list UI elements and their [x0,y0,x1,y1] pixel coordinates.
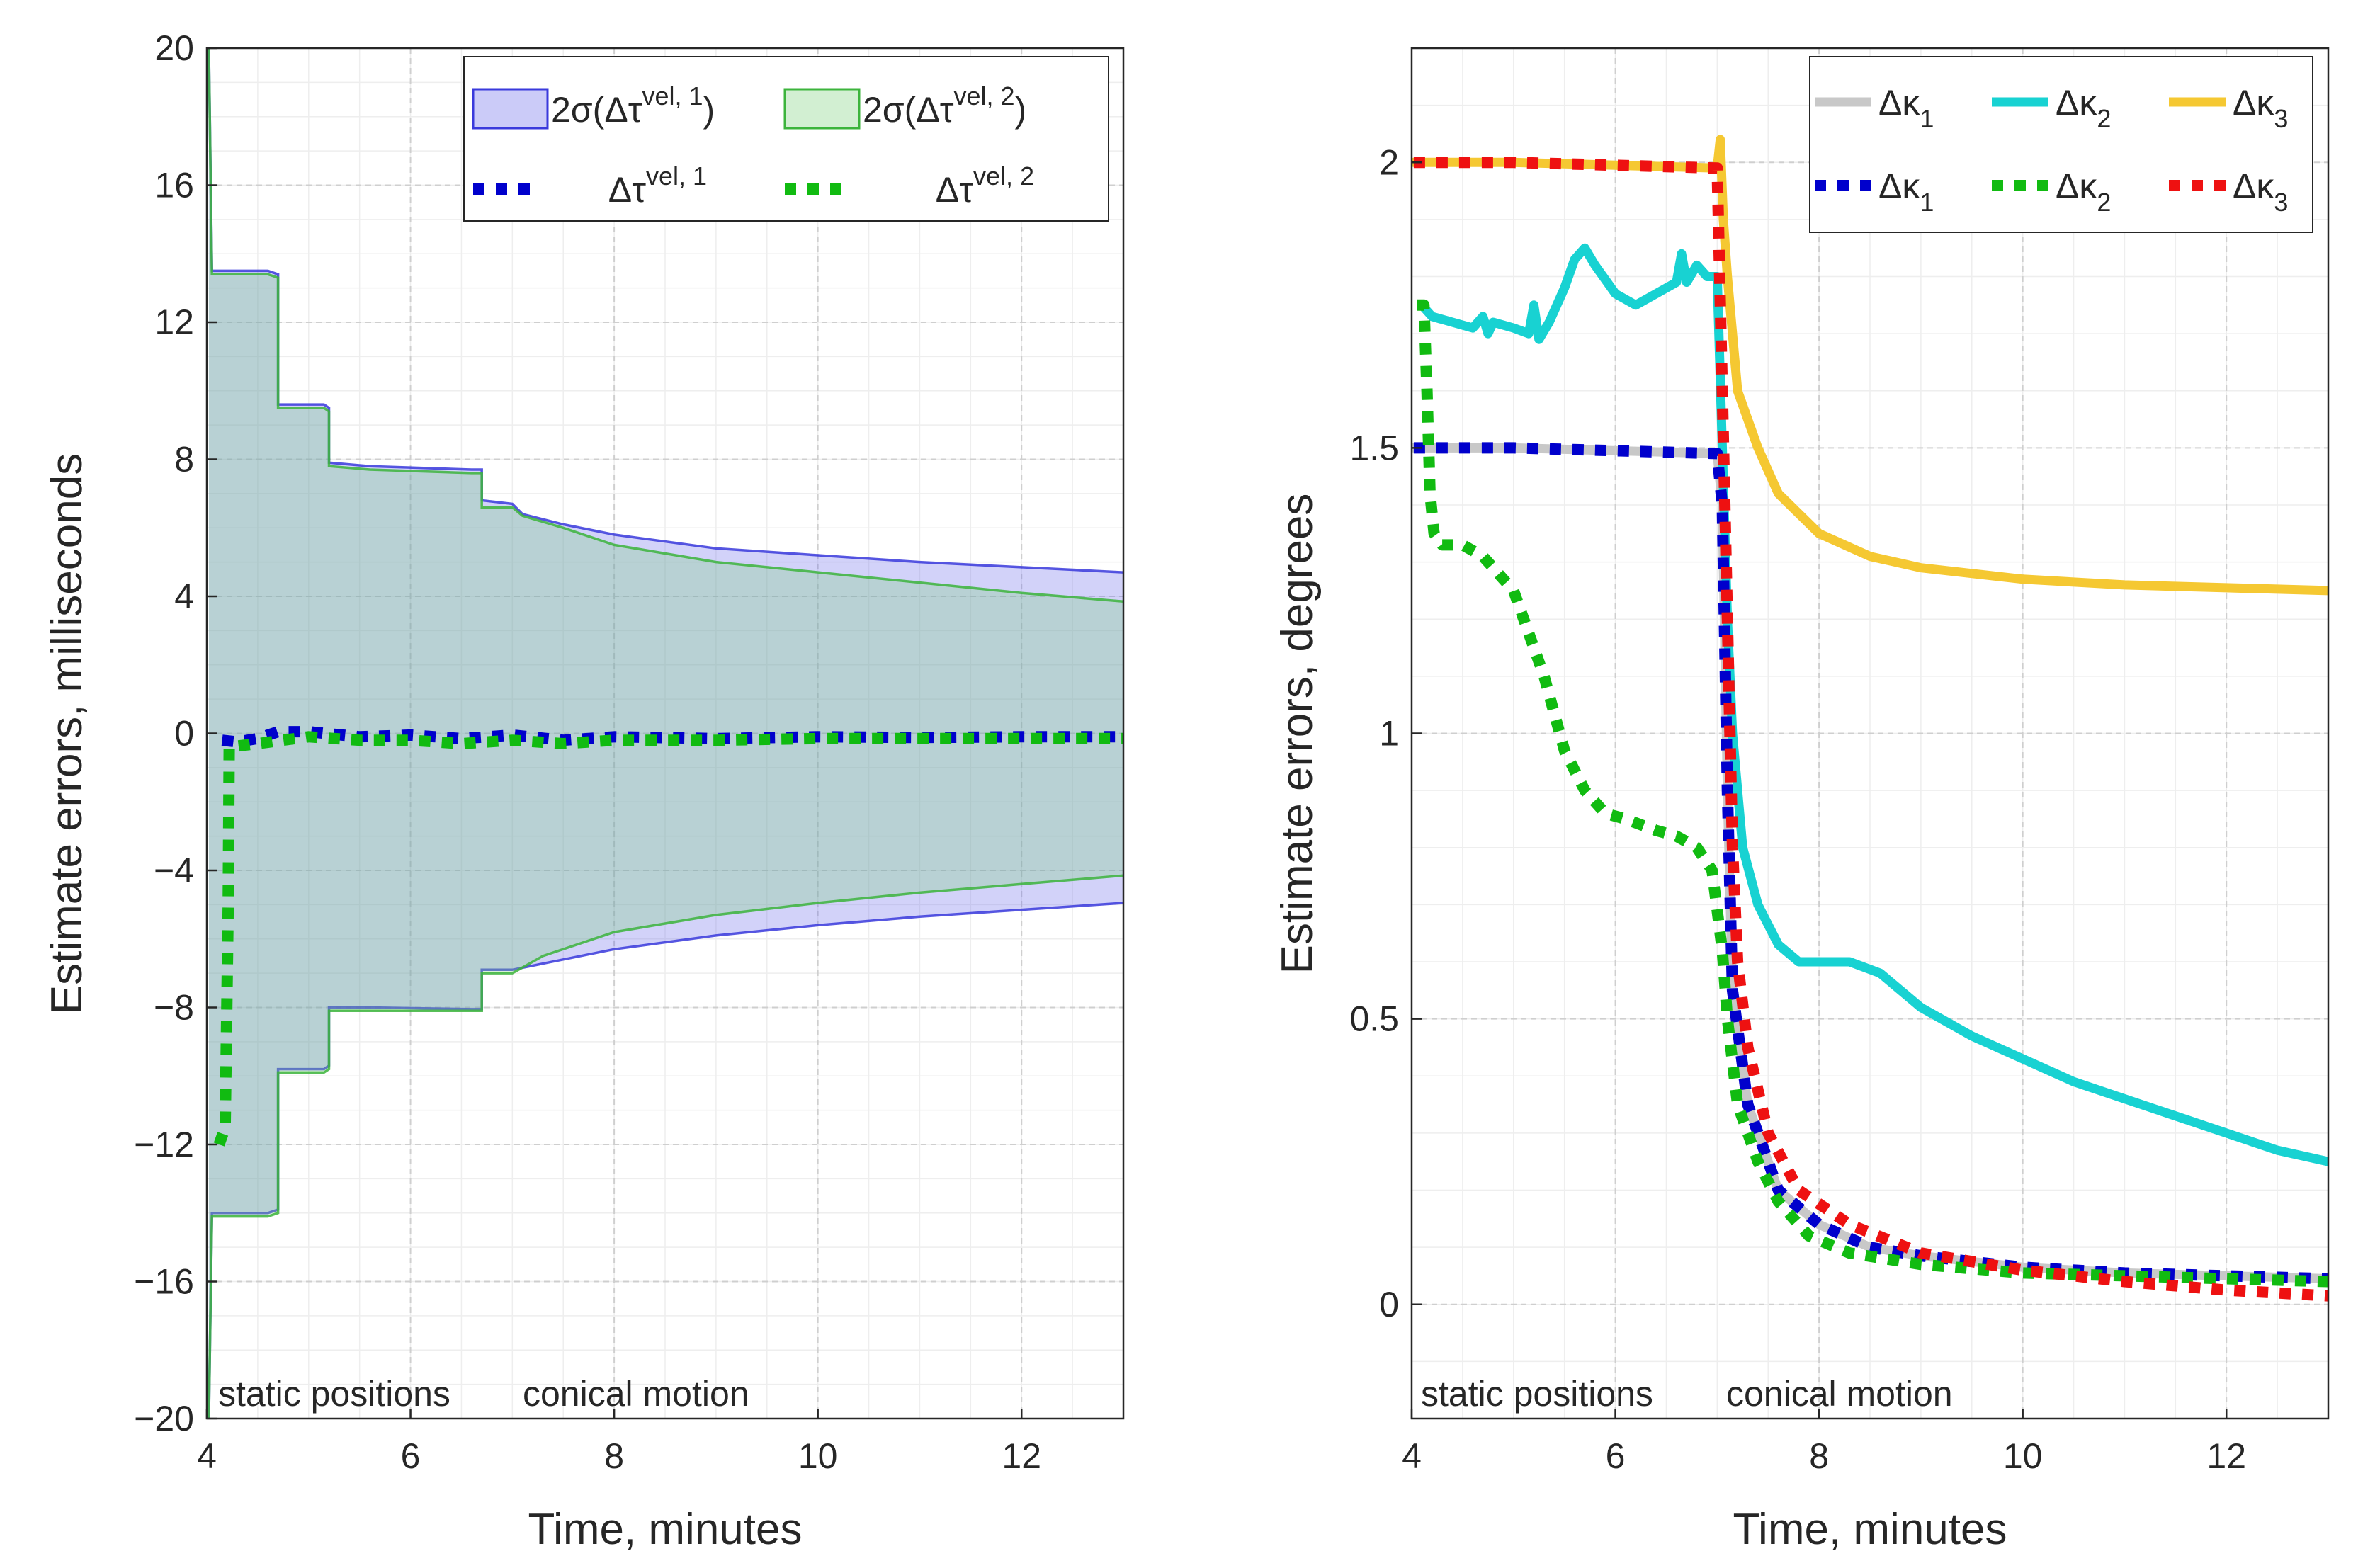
band-fill-2 [208,48,1123,1419]
right-y-axis-label: Estimate errors, degrees [1273,494,1322,975]
legend-entry-label: Δκ2 [2056,83,2111,133]
right-annotation-static: static positions [1421,1374,1653,1414]
y-tick-label: −16 [134,1262,194,1302]
right-chart: 4 6 8 10 12 2 1.5 1 0.5 0 static positions conica… [1273,47,2330,1554]
left-ticks: 4 6 8 10 12 20 16 12 8 4 0 −4 −8 −12 −16 −20 [134,28,1041,1476]
band-upper-2 [208,48,1123,603]
left-y-axis-label: Estimate errors, milliseconds [42,453,91,1014]
y-tick-label: −20 [134,1399,194,1438]
y-tick-label: −8 [154,988,194,1028]
legend-entry-label: 2σ(Δτvel, 1) [551,81,715,130]
right-annotation-conical: conical motion [1726,1374,1953,1414]
left-legend: 2σ(Δτvel, 1) 2σ(Δτvel, 2) Δτvel, 1 Δτvel, 2 [463,56,1109,222]
y-tick-label: 0 [1379,1285,1399,1324]
legend-entry-label: 2σ(Δτvel, 2) [863,81,1026,130]
legend-entry-label: Δκ1 [1878,83,1934,133]
legend-entry-label: Δτvel, 1 [608,161,707,210]
x-tick-label: 10 [798,1436,838,1476]
legend-entry-label: Δκ2 [2056,166,2111,217]
x-tick-label: 8 [604,1436,624,1476]
right-ticks: 4 6 8 10 12 2 1.5 1 0.5 0 [1349,142,2246,1476]
y-tick-label: 0 [174,714,194,754]
band-lower-2 [208,874,1123,1419]
legend-entry-label: Δτvel, 2 [936,161,1034,210]
y-tick-label: −4 [154,851,194,890]
x-tick-label: 4 [1402,1436,1422,1476]
legend-swatch [472,88,549,130]
legend-entry-label: Δκ3 [2233,83,2288,133]
legend-entry-label: Δκ3 [2233,166,2288,217]
right-legend: Δκ1 Δκ2 Δκ3 Δκ1 Δκ2 Δκ3 [1809,56,2313,233]
y-tick-label: 2 [1379,142,1399,182]
y-tick-label: 4 [174,576,194,616]
left-series-group [208,48,1123,1419]
series-line-2 [1417,243,2328,1166]
y-tick-label: 1.5 [1349,428,1399,467]
series-line-3 [1412,135,2328,596]
y-tick-label: 8 [174,440,194,479]
x-tick-label: 4 [197,1436,217,1476]
y-tick-label: 16 [154,166,194,205]
series-dotted-4 [213,731,1123,1147]
x-tick-label: 8 [1809,1436,1829,1476]
y-tick-label: 20 [154,28,194,68]
legend-entry-label: Δκ1 [1878,166,1934,217]
x-tick-label: 10 [2003,1436,2043,1476]
y-tick-label: 0.5 [1349,999,1399,1039]
series-dotted-6 [1413,157,2328,1302]
right-legend-box [1809,56,2313,233]
y-tick-label: 12 [154,302,194,342]
x-tick-label: 6 [401,1436,421,1476]
series-dotted-3 [221,726,1123,748]
left-annotation-static: static positions [218,1374,450,1414]
y-tick-label: 1 [1379,714,1399,754]
band-fill-1 [208,48,1123,1419]
left-x-axis-label: Time, minutes [528,1505,802,1554]
right-series-group [1412,135,2328,1302]
legend-swatch [783,88,861,130]
x-tick-label: 12 [1002,1436,1041,1476]
left-chart: 4 6 8 10 12 20 16 12 8 4 0 −4 −8 −12 −16 −20 static pos… [42,28,1125,1554]
left-annotation-conical: conical motion [523,1374,749,1414]
y-tick-label: −12 [134,1125,194,1164]
x-tick-label: 12 [2206,1436,2246,1476]
x-tick-label: 6 [1606,1436,1626,1476]
right-x-axis-label: Time, minutes [1733,1505,2007,1554]
